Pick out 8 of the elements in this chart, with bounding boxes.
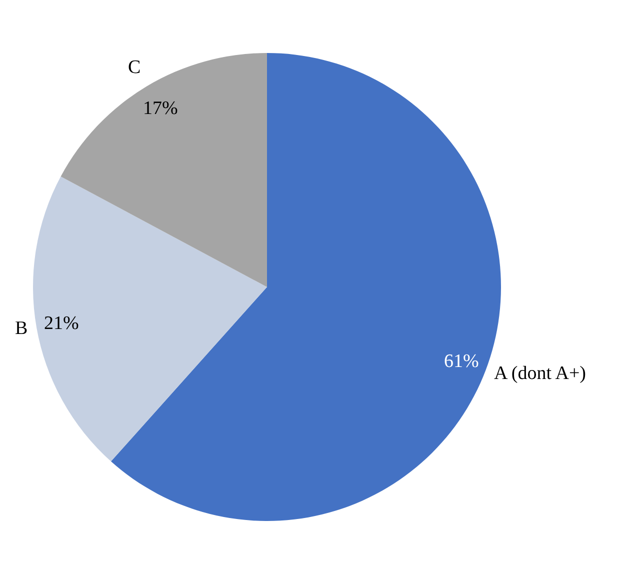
data-label: 21% xyxy=(44,313,79,334)
slice-label: B xyxy=(15,318,28,339)
data-label: 61% xyxy=(444,351,479,372)
pie-slice xyxy=(33,176,267,462)
pie-slice xyxy=(60,53,267,287)
slice-label: A (dont A+) xyxy=(494,363,586,384)
slice-label: C xyxy=(128,57,141,78)
data-label: 17% xyxy=(143,98,178,119)
